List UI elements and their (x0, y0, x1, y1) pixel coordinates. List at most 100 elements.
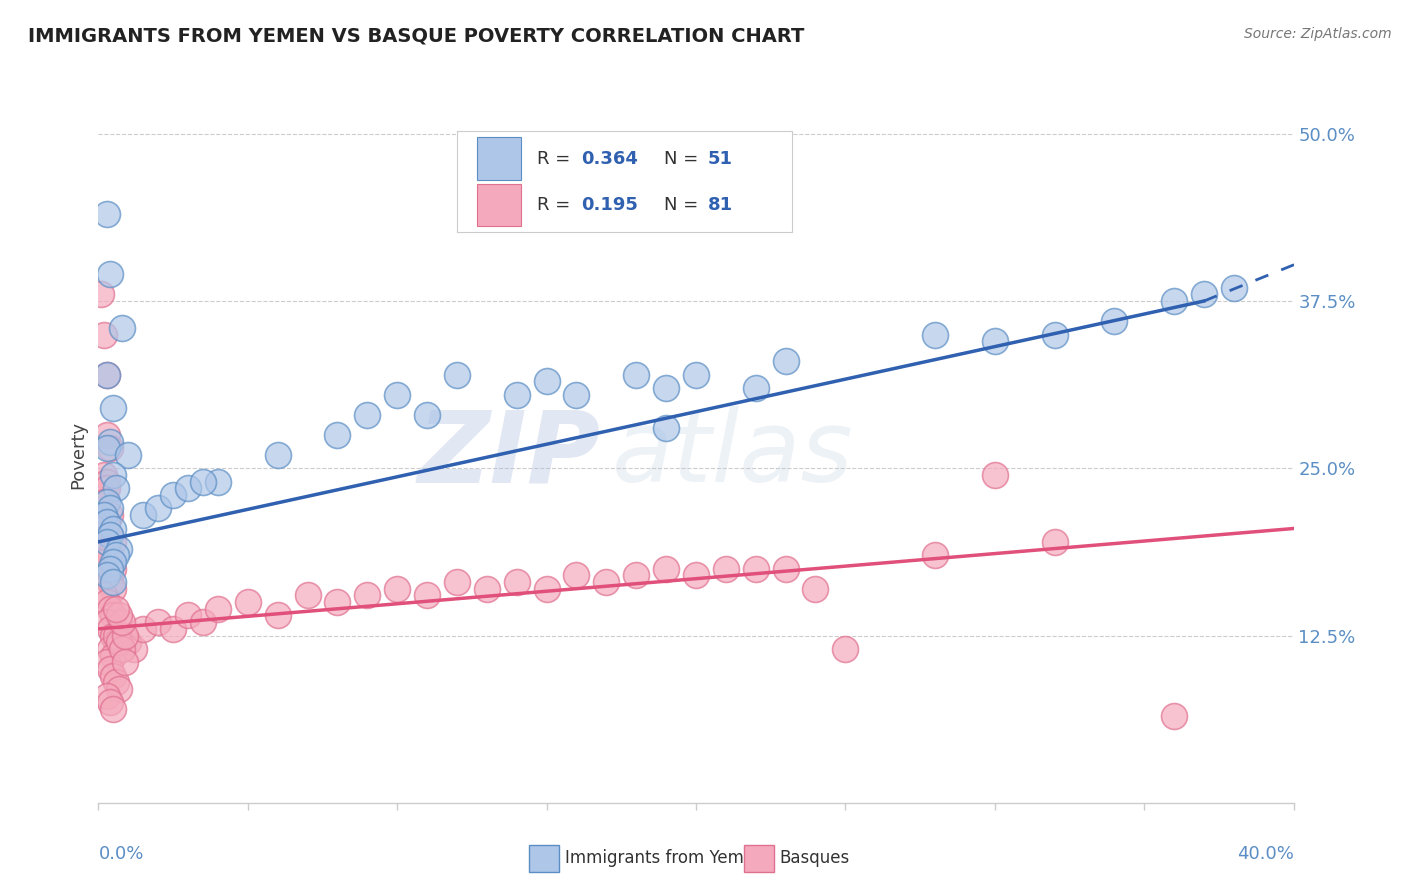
Point (114, 628, 136, 642)
Point (983, 334, 1005, 349)
Point (117, 635, 139, 649)
Point (93, 508, 115, 523)
Point (132, 508, 155, 523)
Point (96, 535, 118, 549)
Text: ZIP: ZIP (418, 407, 600, 503)
Point (565, 568, 588, 582)
Point (162, 488, 184, 502)
Point (624, 368, 647, 382)
Point (93, 589, 115, 603)
Point (105, 482, 128, 496)
Point (132, 622, 155, 636)
Text: Basques: Basques (779, 849, 849, 867)
Text: Immigrants from Yemen: Immigrants from Yemen (565, 849, 763, 867)
Point (536, 375, 558, 389)
Text: 0.195: 0.195 (581, 196, 638, 214)
Point (506, 575, 529, 590)
Point (96, 515, 118, 529)
Bar (477, 137, 520, 180)
Point (177, 608, 200, 623)
Point (114, 655, 136, 669)
Text: R =: R = (537, 196, 576, 214)
Point (416, 408, 439, 422)
Point (124, 642, 146, 657)
Point (98, 602, 122, 616)
Point (207, 475, 229, 489)
Point (93, 555, 115, 569)
Y-axis label: Poverty: Poverty (69, 421, 87, 489)
Point (98, 508, 122, 523)
Point (98, 622, 122, 636)
Point (191, 475, 214, 489)
Point (103, 669, 125, 683)
Point (1192, 287, 1215, 301)
Point (96, 615, 118, 630)
Point (924, 548, 946, 563)
Point (775, 562, 797, 576)
Point (103, 582, 125, 596)
Point (105, 548, 128, 563)
Text: R =: R = (537, 150, 576, 168)
Point (98, 268, 122, 282)
Point (177, 482, 200, 496)
Point (103, 521, 125, 535)
Point (96, 207, 118, 221)
Point (103, 575, 125, 590)
Point (356, 408, 378, 422)
Point (416, 589, 439, 603)
Point (103, 628, 125, 642)
Point (745, 381, 768, 395)
Point (96, 655, 118, 669)
Point (93, 521, 115, 535)
Point (1163, 294, 1185, 309)
Point (385, 388, 409, 402)
Point (297, 589, 319, 603)
Point (108, 681, 131, 696)
Point (93, 327, 115, 342)
Point (96, 568, 118, 582)
Point (565, 388, 588, 402)
Point (745, 562, 768, 576)
Point (98, 696, 122, 710)
Point (96, 482, 118, 496)
Point (96, 541, 118, 556)
Point (326, 595, 349, 609)
Point (108, 608, 131, 623)
Point (685, 368, 707, 382)
Point (108, 635, 131, 649)
Point (96, 475, 118, 489)
Point (98, 501, 122, 516)
Point (506, 388, 529, 402)
Point (98, 548, 122, 563)
Point (98, 528, 122, 542)
Point (103, 562, 125, 576)
Point (1043, 535, 1066, 549)
Point (924, 327, 946, 342)
Point (148, 501, 170, 516)
Point (804, 582, 827, 596)
Point (93, 494, 115, 508)
Point (536, 582, 558, 596)
Point (267, 448, 290, 462)
Point (191, 615, 214, 630)
Point (103, 702, 125, 716)
Point (96, 428, 118, 442)
Point (111, 642, 134, 657)
Point (714, 562, 737, 576)
Point (1223, 281, 1246, 295)
Bar (477, 184, 520, 227)
Point (1163, 708, 1185, 723)
Point (105, 602, 128, 616)
Point (90, 287, 112, 301)
Point (103, 468, 125, 483)
Point (148, 615, 170, 630)
Point (96, 368, 118, 382)
Point (105, 675, 128, 690)
Point (475, 582, 498, 596)
Point (595, 575, 617, 590)
Text: 81: 81 (709, 196, 733, 214)
Point (105, 635, 128, 649)
Point (655, 421, 678, 435)
Point (98, 528, 122, 542)
Point (834, 642, 856, 657)
